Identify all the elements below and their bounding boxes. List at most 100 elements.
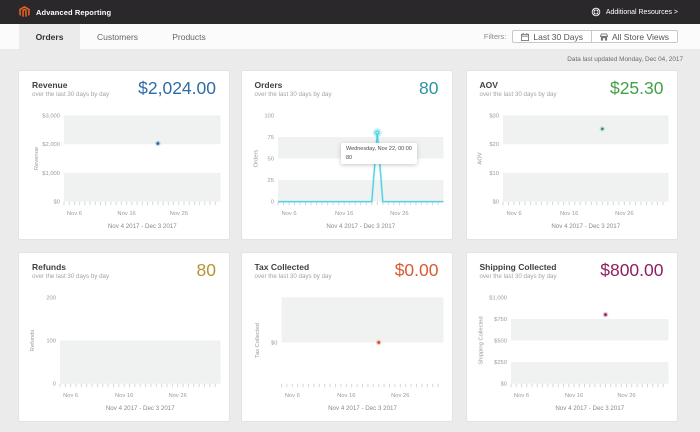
- filters-label: Filters:: [483, 32, 507, 41]
- filters-area: Filters: Last 30 Days All Store Views: [484, 24, 678, 49]
- tab-bar: Orders Customers Products Filters: Last …: [0, 24, 700, 50]
- additional-resources-label: Additional Resources >: [605, 8, 678, 16]
- data-point: [600, 127, 604, 131]
- tooltip-date: Wednesday, Nov 22, 00:00: [346, 146, 412, 152]
- icon-shape: [592, 13, 595, 15]
- card-tax: Tax Collected over the last 30 days by da…: [240, 252, 453, 422]
- x-tick-label: Nov 16: [115, 393, 133, 399]
- chart-caption: Nov 4 2017 - Dec 3 2017: [108, 223, 177, 230]
- chart-band: [502, 115, 668, 145]
- x-tick-label: Nov 26: [391, 393, 409, 399]
- card-value-revenue: $2,024.00: [138, 77, 216, 98]
- y-tick-label: 200: [46, 295, 56, 301]
- card-aov: AOV over the last 30 days by day $25.30 $30…: [465, 70, 678, 240]
- tab-products[interactable]: Products: [155, 24, 223, 49]
- x-tick-label: Nov 26: [169, 393, 187, 399]
- y-tick-label: 75: [267, 135, 273, 141]
- y-tick-label: 100: [46, 339, 56, 345]
- chart-caption: Nov 4 2017 - Dec 3 2017: [106, 405, 175, 412]
- y-tick-label: $2,000: [42, 142, 60, 148]
- chart-revenue: $3,000 $2,000 $1,000 $0 Revenue Nov 6 Nov 16 No…: [34, 113, 221, 230]
- data-point: [603, 313, 607, 317]
- y-axis-title: Tax Collected: [255, 323, 261, 358]
- store-icon: [599, 32, 608, 41]
- y-tick-label: $0: [500, 382, 506, 388]
- y-tick-label: $750: [494, 317, 507, 323]
- card-subtitle-revenue: over the last 30 days by day: [32, 90, 110, 98]
- additional-resources-link[interactable]: Additional Resources >: [591, 7, 678, 17]
- icon-shape: [599, 32, 608, 37]
- y-tick-label: $10: [489, 171, 499, 177]
- chart-band: [64, 115, 221, 145]
- chart-tax: $0 Tax Collected Nov 6 Nov 16 Nov 26 Nov 4 20…: [255, 297, 443, 412]
- chart-shipping: $1,000 $750 $500 $250 $0 Shipping Collected No…: [478, 295, 668, 412]
- y-tick-label: 25: [267, 178, 273, 184]
- icon-shape: [19, 6, 30, 16]
- tab-customers[interactable]: Customers: [80, 24, 155, 49]
- x-tick-label: Nov 6: [506, 211, 521, 217]
- y-tick-label: $0: [492, 200, 498, 206]
- x-tick-label: Nov 16: [564, 393, 582, 399]
- store-views-filter-button[interactable]: All Store Views: [590, 31, 677, 42]
- card-subtitle-orders: over the last 30 days by day: [254, 90, 332, 98]
- x-tick-label: Nov 6: [284, 393, 299, 399]
- x-tick-label: Nov 26: [170, 211, 188, 217]
- chart-caption: Nov 4 2017 - Dec 3 2017: [326, 223, 395, 230]
- y-axis-title: Refunds: [30, 330, 36, 352]
- chart-band: [60, 340, 221, 384]
- card-value-orders: 80: [419, 77, 439, 98]
- tab-orders[interactable]: Orders: [19, 24, 80, 49]
- chart-aov: $30 $20 $10 $0 AOV Nov 6 Nov 16 Nov 26 Nov 4 201…: [477, 113, 668, 230]
- tab-orders-label: Orders: [35, 31, 64, 42]
- icon-shape: [596, 13, 599, 15]
- chart-band: [510, 362, 668, 384]
- chart-band: [510, 318, 668, 341]
- x-tick-label: Nov 6: [513, 393, 528, 399]
- y-tick-label: $250: [494, 360, 507, 366]
- card-refunds: Refunds over the last 30 days by day 80 200…: [18, 252, 230, 422]
- card-title-revenue: Revenue: [32, 80, 68, 90]
- card-value-tax: $0.00: [394, 259, 439, 280]
- app-title: Advanced Reporting: [36, 7, 112, 17]
- chart-band: [281, 297, 443, 343]
- x-tick-label: Nov 6: [63, 393, 78, 399]
- data-point: [156, 142, 160, 145]
- y-tick-label: $3,000: [42, 113, 60, 119]
- y-axis-title: AOV: [477, 152, 483, 164]
- icon-shape: [521, 33, 530, 41]
- date-range-filter-label: Last 30 Days: [533, 31, 583, 42]
- x-tick-label: Nov 26: [390, 211, 408, 217]
- data-point-center: [375, 131, 378, 134]
- y-tick-label: $0: [271, 340, 277, 346]
- icon-shape: [591, 7, 601, 17]
- date-range-filter-button[interactable]: Last 30 Days: [513, 31, 591, 42]
- y-tick-label: $500: [494, 339, 507, 345]
- y-tick-label: $20: [489, 142, 499, 148]
- chart-band: [64, 172, 221, 202]
- data-point: [376, 341, 380, 344]
- chart-caption: Nov 4 2017 - Dec 3 2017: [328, 405, 397, 412]
- card-value-aov: $25.30: [609, 77, 664, 98]
- y-tick-label: 100: [264, 113, 274, 119]
- chart-tooltip: Wednesday, Nov 22, 00:00 80: [341, 142, 417, 164]
- card-shipping: Shipping Collected over the last 30 days …: [465, 252, 678, 422]
- card-subtitle-tax: over the last 30 days by day: [254, 272, 332, 280]
- card-title-orders: Orders: [254, 80, 283, 90]
- y-axis-title: Shipping Collected: [478, 316, 484, 364]
- tab-customers-label: Customers: [96, 31, 139, 42]
- x-tick-label: Nov 16: [337, 393, 355, 399]
- card-revenue: Revenue over the last 30 days by day $2,02…: [18, 70, 230, 240]
- last-updated-text: Data last updated Monday, Dec 04, 2017: [567, 56, 683, 63]
- card-subtitle-aov: over the last 30 days by day: [479, 90, 557, 98]
- calendar-icon: [521, 32, 530, 41]
- card-title-shipping: Shipping Collected: [479, 262, 557, 272]
- chart-refunds: 200 100 0 Refunds Nov 6 Nov 16 Nov 26 Nov 4 201…: [30, 295, 221, 412]
- tooltip-value: 80: [346, 154, 353, 161]
- y-tick-label: 0: [270, 200, 273, 206]
- tabs: Orders Customers Products: [19, 24, 223, 49]
- chart-band: [277, 180, 443, 202]
- y-axis-title: Revenue: [34, 147, 40, 170]
- y-axis-title: Orders: [253, 150, 259, 168]
- chart-orders: 100 75 50 25 0 Orders Nov 6 Nov 16 Nov 26 Nov 4 2…: [253, 113, 443, 230]
- y-tick-label: 50: [267, 157, 273, 163]
